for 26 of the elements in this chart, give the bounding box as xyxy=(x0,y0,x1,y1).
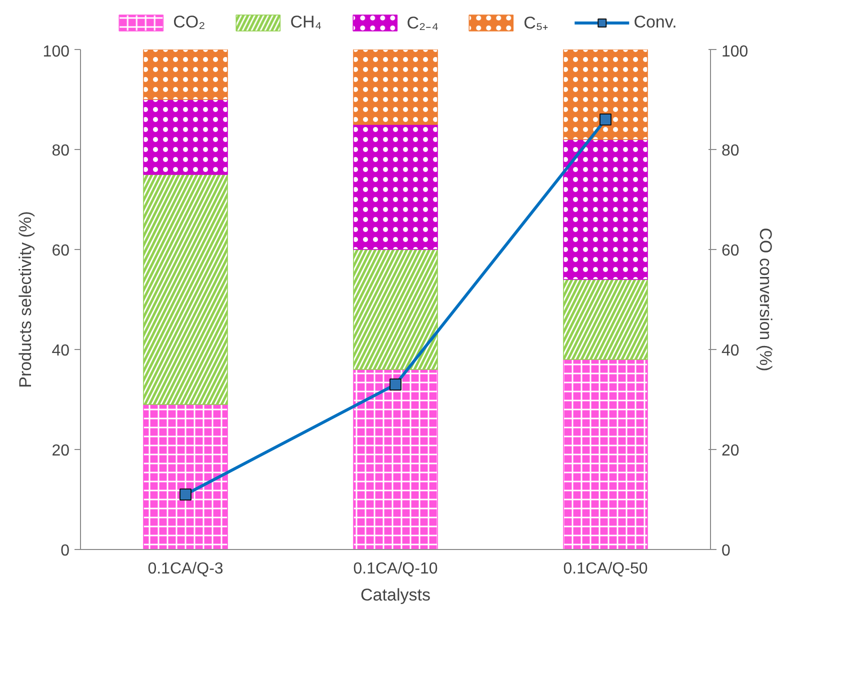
x-tick-label: 0.1CA/Q-3 xyxy=(148,560,224,578)
y2-tick-label: 60 xyxy=(722,242,740,260)
y-tick-label: 60 xyxy=(52,242,70,260)
legend-label: Conv. xyxy=(634,12,677,32)
legend-label: CH₄ xyxy=(290,12,322,32)
legend-label: C₂₋₄ xyxy=(406,12,439,34)
legend-label: CO₂ xyxy=(173,12,206,32)
y2-tick-label: 80 xyxy=(722,142,740,160)
point xyxy=(390,378,402,390)
y-tick-label: 80 xyxy=(52,142,70,160)
y-tick-label: 20 xyxy=(52,442,70,460)
y2-tick-label: 0 xyxy=(722,542,730,560)
y2-tick-label: 100 xyxy=(722,44,748,60)
y2-tick-label: 20 xyxy=(722,442,740,460)
x-tick-label: 0.1CA/Q-10 xyxy=(353,560,438,578)
x-tick-label: 0.1CA/Q-50 xyxy=(563,560,648,578)
y2-axis-title: CO conversion (%) xyxy=(756,228,776,372)
x-axis-title: Catalysts xyxy=(360,586,430,604)
y-tick-label: 40 xyxy=(52,342,70,360)
y-axis-title: Products selectivity (%) xyxy=(16,211,35,388)
point xyxy=(600,114,612,126)
point xyxy=(180,488,192,500)
y-tick-label: 0 xyxy=(60,542,70,560)
y2-tick-label: 40 xyxy=(722,342,740,360)
legend-label: C₅₊ xyxy=(524,12,549,34)
y-tick-label: 100 xyxy=(42,44,70,60)
